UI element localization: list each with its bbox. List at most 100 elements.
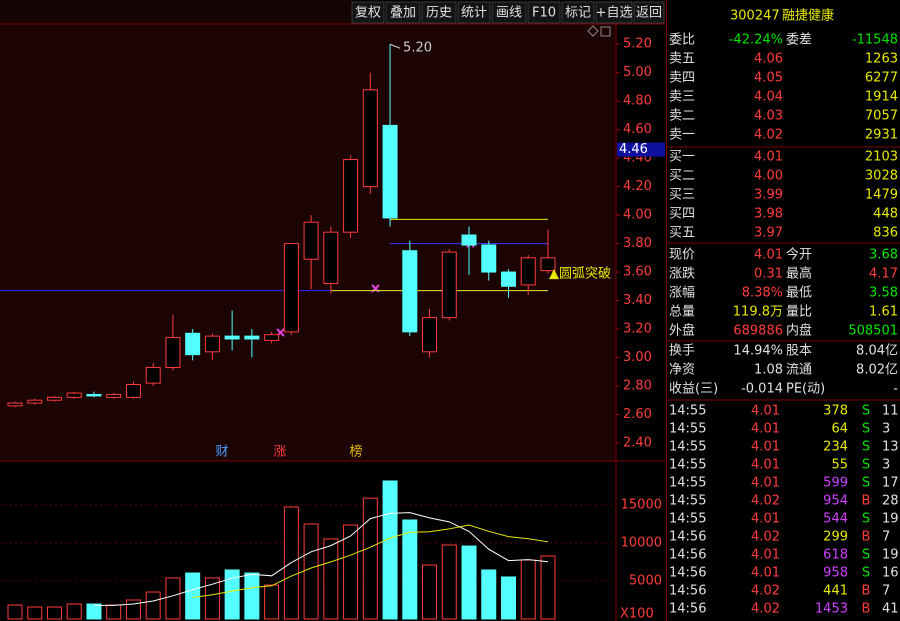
trade-volume: 599 <box>823 476 848 491</box>
book-label: 卖四 <box>669 71 695 86</box>
trade-count: 11 <box>882 404 899 419</box>
book-volume: 1479 <box>865 188 898 203</box>
trade-price: 4.02 <box>751 494 780 509</box>
volume-bar <box>185 572 201 620</box>
toolbar-label[interactable]: 画线 <box>496 6 522 21</box>
book-price: 4.03 <box>754 109 783 124</box>
toolbar-button[interactable] <box>527 1 561 24</box>
volume-ma <box>93 512 549 606</box>
volume-bar <box>520 559 536 620</box>
toolbar-button[interactable] <box>457 1 491 24</box>
candle-body <box>481 244 497 273</box>
icon[interactable] <box>600 26 611 37</box>
book-volume: 448 <box>873 207 898 222</box>
trade-price: 4.01 <box>751 548 780 563</box>
book-label: 买三 <box>669 188 695 203</box>
volume-bar <box>461 545 477 620</box>
trade-price: 4.01 <box>751 458 780 473</box>
stat-value: 1.08 <box>754 363 783 378</box>
trade-side: S <box>862 566 870 581</box>
book-volume: 1263 <box>865 52 898 67</box>
book-volume: 7057 <box>865 109 898 124</box>
stat-value: 0.31 <box>754 267 783 282</box>
icon[interactable] <box>587 25 599 37</box>
stat-label: 今开 <box>786 247 812 263</box>
candle-body <box>86 394 102 397</box>
candle-body <box>125 384 141 398</box>
signal-label: ▲圆弧突破 <box>549 266 611 282</box>
trade-time: 14:56 <box>669 566 706 581</box>
trade-count: 28 <box>882 494 899 509</box>
y-tick-label: 3.80 <box>623 236 652 251</box>
toolbar-label[interactable]: 返回 <box>636 6 662 21</box>
summary-value: -11548 <box>852 33 898 48</box>
book-volume: 2103 <box>865 150 898 165</box>
cursor-box <box>617 142 665 157</box>
volume-bar <box>481 569 497 620</box>
trade-count: 19 <box>882 512 899 527</box>
trade-side: B <box>862 584 871 599</box>
toolbar-button[interactable] <box>421 1 457 24</box>
stat-value: 119.8万 <box>733 305 783 320</box>
book-volume: 2931 <box>865 128 898 143</box>
trade-volume: 378 <box>823 404 848 419</box>
trade-price: 4.02 <box>751 584 780 599</box>
candle-body <box>362 89 378 188</box>
toolbar-label[interactable]: 统计 <box>461 6 487 21</box>
stat-label: 最低 <box>786 286 812 301</box>
event-marker[interactable]: 榜 <box>349 444 362 460</box>
book-label: 卖五 <box>669 52 695 67</box>
toolbar-label[interactable]: F10 <box>532 6 556 21</box>
trade-count: 13 <box>882 440 899 455</box>
toolbar-button[interactable] <box>633 1 665 24</box>
book-label: 买四 <box>669 207 695 222</box>
volume-bar <box>382 480 398 620</box>
toolbar-button[interactable] <box>351 1 385 24</box>
high-pointer <box>389 43 401 49</box>
quote-panel: 300247 融捷健康 <box>730 8 834 24</box>
book-label: 卖一 <box>669 128 695 143</box>
book-price: 4.06 <box>754 52 783 67</box>
event-marker[interactable]: 财 <box>215 445 228 460</box>
toolbar-button[interactable] <box>385 1 421 24</box>
trade-time: 14:56 <box>669 602 706 617</box>
event-marker[interactable]: 涨 <box>273 445 286 460</box>
book-label: 买一 <box>669 150 695 165</box>
toolbar-label[interactable]: 复权 <box>355 5 381 21</box>
volume-ma <box>192 524 549 599</box>
toolbar-button[interactable] <box>491 1 527 24</box>
trade-volume: 55 <box>831 458 848 473</box>
book-volume: 836 <box>873 226 898 241</box>
y-tick-label: 2.60 <box>623 407 652 422</box>
trade-volume: 544 <box>823 512 848 527</box>
stat-value: 8.38% <box>742 286 783 301</box>
toolbar-label[interactable]: 标记 <box>565 6 591 21</box>
volume-bar <box>86 603 102 620</box>
candle-body <box>540 257 556 272</box>
volume-bar <box>441 544 457 620</box>
toolbar-button[interactable] <box>595 1 633 24</box>
volume-bar <box>343 524 359 620</box>
volume-bar <box>362 497 378 620</box>
stat-value: 508501 <box>848 324 898 339</box>
trade-count: 41 <box>882 602 899 617</box>
toolbar-label[interactable]: 叠加 <box>390 6 416 21</box>
y-tick-label: 5.20 <box>623 37 652 52</box>
volume-bar <box>264 584 280 620</box>
book-label: 卖三 <box>669 90 695 105</box>
toolbar-button[interactable] <box>561 1 595 24</box>
y-tick-label: 2.40 <box>623 435 652 450</box>
stat-value: - <box>893 382 898 397</box>
candle-body <box>343 159 359 233</box>
y-tick-label: 4.60 <box>623 122 652 137</box>
y2-tick-label: 5000 <box>629 574 662 589</box>
toolbar-label[interactable]: 历史 <box>426 6 452 21</box>
book-price: 3.97 <box>754 226 783 241</box>
volume-bar <box>540 555 556 620</box>
volume-bar <box>106 604 122 620</box>
candle-body <box>7 402 23 407</box>
book-price: 3.98 <box>754 207 783 222</box>
book-label: 买二 <box>669 169 695 184</box>
trade-volume: 958 <box>823 566 848 581</box>
toolbar-label[interactable]: +自选 <box>596 6 633 21</box>
